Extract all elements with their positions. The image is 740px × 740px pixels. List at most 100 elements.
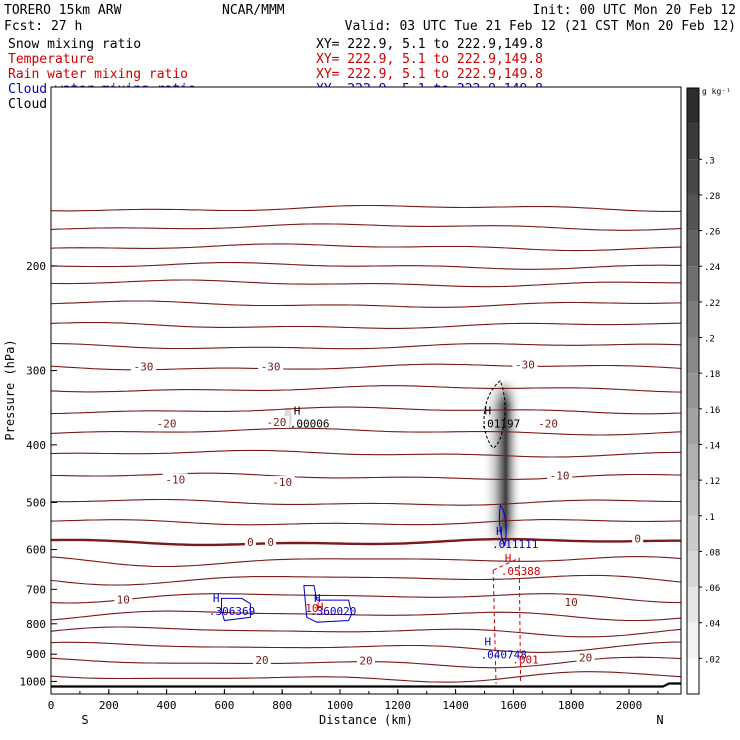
- temperature-contour: [51, 279, 681, 288]
- colorbar-bin: [687, 658, 699, 694]
- temperature-contour: [50, 519, 682, 526]
- contour-label-bg: [258, 360, 284, 373]
- x-tick-label: 1000: [327, 699, 354, 712]
- center-label: NCAR/MMM: [222, 3, 285, 18]
- extremum-value: .306369: [209, 605, 255, 618]
- temperature-contour-label: -10: [550, 469, 570, 482]
- colorbar: .02 .04 .06 .08 .1 .12 .14 .16 .18 .2 .22 .24 .26 .28…: [686, 87, 731, 695]
- y-axis-title: Pressure (hPa): [3, 339, 17, 440]
- temperature-contour-label: 20: [579, 652, 592, 665]
- contour-label-bg: [535, 417, 561, 430]
- colorbar-bin: [687, 551, 699, 588]
- contour-label-bg: [154, 417, 180, 430]
- x-tick-label: 600: [214, 699, 234, 712]
- temperature-contour: [50, 363, 682, 371]
- y-tick-label: 500: [26, 496, 46, 509]
- temperature-contour: [51, 261, 681, 270]
- contour-label-bg: [512, 358, 538, 371]
- temperature-contour: [50, 223, 682, 231]
- temperature-contour: [50, 593, 682, 604]
- plot-header: TORERO 15km ARW NCAR/MMM Init: 00 UTC Mo…: [4, 3, 736, 34]
- temperature-contour: [50, 427, 682, 436]
- colorbar-bin: [687, 266, 699, 302]
- temperature-contour: [50, 449, 682, 458]
- colorbar-bin: [687, 301, 699, 338]
- colorbar-bin: [687, 123, 699, 160]
- snow-mixing-ratio-shading: [481, 379, 523, 552]
- colorbar-bin: [687, 515, 699, 552]
- colorbar-bin: [687, 230, 699, 267]
- forecast-hour: Fcst: 27 h: [4, 19, 82, 34]
- temperature-contour: [50, 300, 682, 308]
- x-axis-end-label: N: [656, 713, 663, 727]
- colorbar-tick-label: .18: [704, 370, 720, 380]
- temperature-contour-label: -20: [538, 417, 558, 430]
- colorbar-tick-label: .28: [704, 192, 720, 202]
- temperature-contour-label: -30: [515, 359, 535, 372]
- x-tick-label: 1600: [500, 699, 527, 712]
- temperature-contour-label: -10: [272, 476, 292, 489]
- y-tick-label: 400: [26, 439, 46, 452]
- temperature-contour: [50, 406, 682, 415]
- extremum-marker: H: [496, 525, 503, 538]
- extremum-value: .011111: [492, 538, 538, 551]
- colorbar-tick-label: .2: [704, 335, 715, 345]
- contour-label-bg: [562, 595, 581, 608]
- y-tick-label: 1000: [20, 675, 47, 688]
- temperature-contour: [50, 556, 682, 568]
- contour-label-bg: [130, 360, 156, 373]
- temperature-contour-label: -20: [266, 416, 286, 429]
- y-tick-label: 900: [26, 648, 46, 661]
- cloud-water-contour: [498, 503, 507, 547]
- colorbar-tick-label: .08: [704, 548, 720, 558]
- x-tick-label: 2000: [616, 699, 643, 712]
- temperature-contour-label: 0: [267, 536, 274, 549]
- temperature-contour: [50, 626, 682, 638]
- temperature-contour: [51, 498, 681, 506]
- temperature-contour: [50, 385, 682, 393]
- colorbar-tick-label: .22: [704, 299, 720, 309]
- temperature-contour: [50, 610, 682, 622]
- temperature-contour-label: 10: [117, 593, 130, 606]
- temperature-contour: [50, 671, 682, 683]
- cloud-ice-contour: [483, 379, 506, 449]
- colorbar-bin: [687, 480, 699, 516]
- x-tick-label: 200: [99, 699, 119, 712]
- temperature-contour-label: 0: [634, 533, 641, 546]
- valid-time: Valid: 03 UTC Tue 21 Feb 12 (21 CST Mon …: [345, 19, 736, 34]
- colorbar-bin: [687, 373, 699, 409]
- temperature-contour-label: 20: [255, 654, 268, 667]
- x-tick-label: 1400: [442, 699, 469, 712]
- temperature-contour: [51, 472, 682, 480]
- extremum-value: .001: [512, 653, 539, 666]
- contour-label-bg: [576, 651, 595, 664]
- colorbar-tick-label: .06: [704, 584, 720, 594]
- contour-label-bg: [269, 476, 295, 489]
- rain-water-contour: [492, 570, 497, 684]
- y-tick-label: 600: [26, 544, 46, 557]
- colorbar-bin: [687, 444, 699, 481]
- colorbar-unit: g kg⁻¹: [702, 87, 731, 96]
- y-tick-label: 200: [26, 260, 46, 273]
- legend-field-name: Temperature: [8, 52, 94, 67]
- x-tick-label: 1200: [385, 699, 412, 712]
- colorbar-tick-label: .3: [704, 156, 715, 166]
- colorbar-bin: [687, 159, 699, 195]
- extremum-marker: H: [505, 552, 512, 565]
- contour-label-bg: [357, 654, 375, 667]
- plot-frame: [50, 86, 682, 695]
- colorbar-bin: [687, 194, 699, 231]
- contour-label-bg: [114, 593, 133, 606]
- init-time: Init: 00 UTC Mon 20 Feb 12: [533, 3, 737, 18]
- colorbar-bin: [687, 408, 699, 445]
- x-axis-start-label: S: [81, 713, 88, 727]
- freezing-level-contour: [50, 537, 681, 547]
- contour-label-bg: [162, 473, 188, 486]
- colorbar-bin: [687, 88, 699, 124]
- extremum-value: .05388: [501, 565, 541, 578]
- temperature-contour: [50, 204, 682, 212]
- contour-label-bg: [263, 415, 289, 428]
- y-tick-label: 300: [26, 365, 46, 378]
